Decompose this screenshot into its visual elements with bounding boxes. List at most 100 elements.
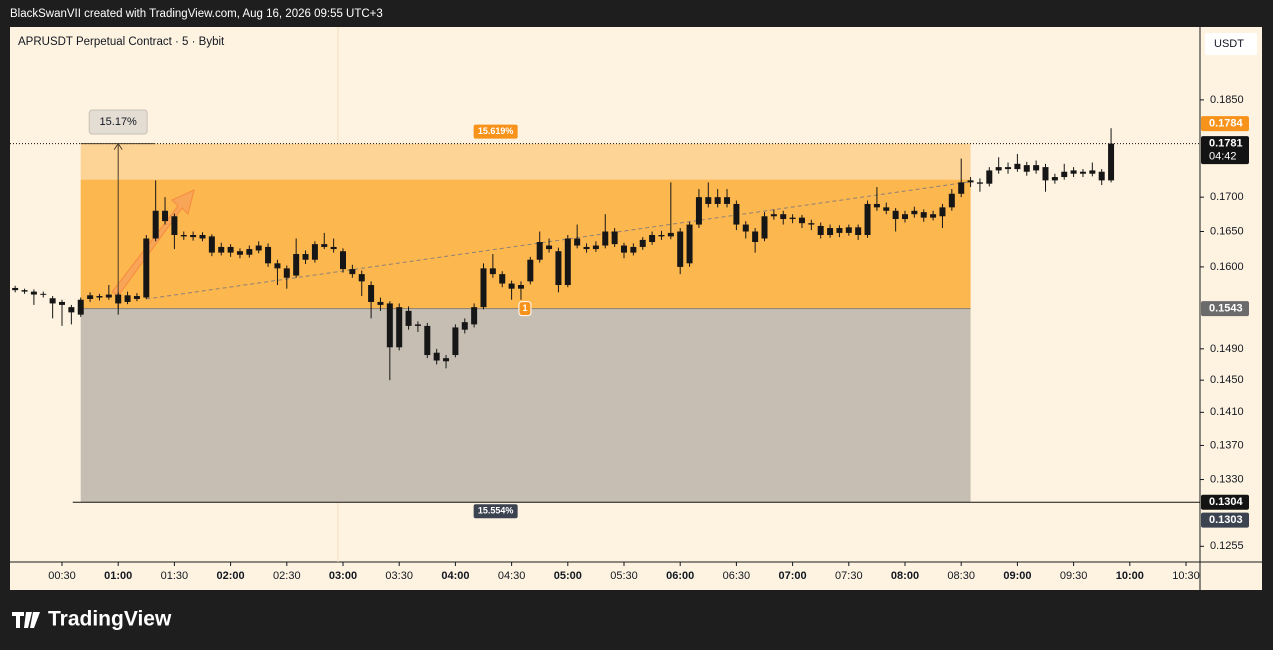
candle-body <box>424 325 431 356</box>
candle-body <box>180 234 187 237</box>
candle-body <box>133 296 140 299</box>
candle-body <box>96 296 103 298</box>
candle-body <box>30 291 37 295</box>
y-tick-label: 0.1650 <box>1210 225 1244 237</box>
y-tick-label: 0.1255 <box>1210 540 1244 552</box>
candle-body <box>1098 171 1105 181</box>
currency: USDT <box>1214 38 1244 50</box>
candle-body <box>349 269 356 275</box>
marker-box <box>518 301 532 317</box>
candle-body <box>621 245 627 253</box>
candle-body <box>667 232 674 237</box>
candle-body <box>845 227 852 233</box>
stop-zone <box>80 308 971 503</box>
candle-body <box>105 294 112 298</box>
candle-body <box>246 249 253 255</box>
price-label-box <box>1201 301 1249 317</box>
x-tick-label: 04:00 <box>441 570 469 582</box>
candle-body <box>283 268 290 278</box>
candle-body <box>49 298 56 304</box>
candle-body <box>293 254 300 276</box>
candle-body <box>808 223 815 225</box>
candle-body <box>592 245 599 250</box>
candle-body <box>265 246 272 264</box>
candle-body <box>152 210 159 239</box>
stop-label-box <box>473 504 518 519</box>
candle-body <box>162 210 169 222</box>
candle-body <box>752 231 759 243</box>
candle-body <box>1023 165 1030 172</box>
stop-label: 15.554% <box>478 506 514 516</box>
candle-body <box>892 210 899 220</box>
measure-arrowhead <box>113 142 123 150</box>
candle-body <box>658 234 665 237</box>
x-tick-label: 07:30 <box>835 570 863 582</box>
candle-body <box>396 307 403 348</box>
candle-body <box>236 251 243 255</box>
target-label: 15.619% <box>478 126 514 136</box>
x-tick-label: 02:30 <box>273 570 301 582</box>
candle-body <box>724 197 731 204</box>
candle-body <box>1033 165 1040 171</box>
candle-body <box>405 310 412 326</box>
candle-body <box>386 303 393 348</box>
candle-body <box>705 197 712 204</box>
candle-body <box>1051 177 1058 181</box>
candle-body <box>780 214 787 220</box>
candle-body <box>1108 143 1115 181</box>
candle-body <box>143 238 150 298</box>
candle-body <box>1089 170 1096 174</box>
candle-body <box>817 225 824 235</box>
candle-body <box>986 170 993 184</box>
measure-box <box>88 109 148 135</box>
marker: 1 <box>522 303 527 313</box>
candle-body <box>471 307 478 325</box>
candle-body <box>321 244 328 247</box>
candle-body <box>536 242 543 260</box>
candle-body <box>302 254 309 260</box>
x-tick-label: 03:30 <box>385 570 413 582</box>
price-label-box <box>1201 116 1249 132</box>
currency-box <box>1205 33 1257 55</box>
candle-body <box>546 245 553 250</box>
candle-body <box>340 251 346 270</box>
x-tick-label: 08:30 <box>947 570 975 582</box>
candle-body <box>948 193 955 208</box>
y-tick-label: 0.1850 <box>1210 94 1244 106</box>
candle-body <box>59 301 65 305</box>
candle-body <box>527 259 534 282</box>
chart-title: APRUSDT Perpetual Contract · 5 · Bybit <box>18 36 225 48</box>
countdown: 04:42 <box>1209 151 1237 163</box>
candle-body <box>967 180 974 183</box>
candle-body <box>855 227 862 235</box>
x-tick-label: 10:00 <box>1116 570 1144 582</box>
candle-body <box>489 268 496 275</box>
candle-body <box>1061 171 1068 178</box>
candle-body <box>630 246 637 253</box>
price-label: 0.1781 <box>1209 138 1243 150</box>
header: BlackSwanVII created with TradingView.co… <box>10 8 383 20</box>
candle-body <box>433 352 440 361</box>
candle-body <box>1070 170 1077 174</box>
candle-body <box>1042 167 1049 181</box>
candle-body <box>733 203 740 225</box>
x-tick-label: 10:30 <box>1172 570 1200 582</box>
candle-body <box>611 231 618 245</box>
candle-body <box>827 228 834 235</box>
candle-body <box>218 246 225 253</box>
x-tick-label: 01:30 <box>161 570 189 582</box>
x-tick-label: 00:30 <box>48 570 76 582</box>
price-label-box <box>1201 512 1249 528</box>
candle-body <box>311 244 318 260</box>
candle-body <box>649 234 656 243</box>
price-label: 0.1784 <box>1209 118 1244 130</box>
candle-body <box>190 234 197 238</box>
price-label: 0.1304 <box>1209 496 1244 508</box>
candle-body <box>911 210 918 215</box>
candle-body <box>836 228 843 233</box>
y-tick-label: 0.1370 <box>1210 439 1244 451</box>
x-tick-label: 06:00 <box>666 570 694 582</box>
x-tick-label: 08:00 <box>891 570 919 582</box>
candle-body <box>377 301 384 305</box>
candle-body <box>770 214 777 217</box>
